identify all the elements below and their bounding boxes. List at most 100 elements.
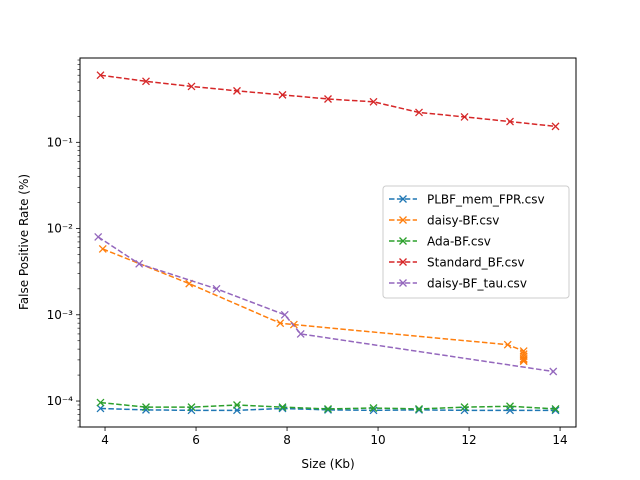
marker-stroke	[399, 279, 407, 287]
data-point	[503, 340, 512, 349]
marker-stroke	[187, 403, 196, 412]
marker-stroke	[233, 401, 241, 409]
marker-stroke	[187, 406, 196, 415]
marker-stroke	[506, 117, 514, 126]
y-tick-label: 10⁻³	[47, 308, 74, 322]
data-point	[551, 406, 560, 415]
legend-label: Ada-BF.csv	[427, 235, 491, 249]
marker-stroke	[549, 367, 558, 376]
data-point	[187, 82, 196, 91]
marker-stroke	[503, 340, 512, 349]
marker-stroke	[94, 232, 103, 241]
legend-marker	[399, 216, 407, 224]
marker-stroke	[324, 405, 332, 414]
series-line	[100, 74, 556, 128]
legend-label: daisy-BF_tau.csv	[427, 277, 527, 291]
data-point	[369, 97, 378, 106]
data-point	[460, 403, 469, 412]
data-point	[278, 90, 287, 99]
series-line	[100, 407, 556, 412]
marker-stroke	[135, 259, 144, 268]
legend-marker	[399, 279, 407, 287]
data-point	[96, 71, 105, 80]
data-point	[506, 402, 514, 411]
data-point	[98, 245, 107, 253]
marker-stroke	[460, 406, 469, 415]
marker-stroke	[399, 237, 407, 245]
data-point	[187, 406, 196, 415]
marker-stroke	[296, 329, 305, 338]
data-point	[187, 403, 196, 412]
marker-stroke	[551, 406, 560, 415]
data-point	[460, 406, 469, 415]
marker-stroke	[324, 95, 332, 103]
data-point	[233, 401, 241, 409]
y-tick-label: 10⁻⁴	[47, 394, 74, 408]
marker-stroke	[142, 77, 150, 86]
data-point	[142, 77, 150, 86]
marker-stroke	[399, 258, 407, 266]
series-ada-bf-csv	[96, 398, 560, 413]
marker-stroke	[98, 245, 107, 253]
x-tick-label: 4	[101, 433, 109, 447]
marker-stroke	[369, 404, 378, 412]
data-point	[519, 354, 528, 363]
legend-entry: Ada-BF.csv	[389, 235, 491, 249]
marker-stroke	[460, 112, 469, 121]
marker-stroke	[415, 405, 423, 414]
x-tick-label: 12	[461, 433, 476, 447]
legend-marker	[399, 237, 407, 245]
data-point	[551, 404, 560, 413]
legend-entry: PLBF_mem_FPR.csv	[389, 193, 545, 207]
data-point	[296, 329, 305, 338]
series-plbf-mem-fpr-csv	[96, 404, 560, 415]
marker-stroke	[551, 404, 560, 413]
marker-stroke	[519, 357, 528, 366]
data-point	[324, 404, 332, 413]
data-point	[278, 403, 287, 412]
y-axis-ticks: 10⁻⁴ 10⁻³ 10⁻² 10⁻¹	[47, 59, 80, 428]
marker-stroke	[280, 310, 289, 319]
axes	[79, 57, 577, 428]
data-point	[212, 284, 221, 293]
legend-entry: Standard_BF.csv	[389, 256, 525, 270]
legend-entry: daisy-BF_tau.csv	[389, 277, 527, 291]
legend-marker	[399, 195, 407, 203]
marker-stroke	[369, 97, 378, 106]
data-point	[519, 357, 528, 366]
x-tick-label: 10	[370, 433, 385, 447]
marker-stroke	[96, 398, 105, 407]
data-point	[369, 404, 378, 412]
data-point	[142, 403, 150, 412]
data-point	[96, 398, 105, 407]
x-axis-ticks: 4 6 8 10 12 14	[101, 427, 568, 447]
data-point	[324, 405, 332, 414]
marker-stroke	[519, 354, 528, 363]
x-tick-label: 8	[283, 433, 291, 447]
y-tick-label: 10⁻¹	[47, 135, 74, 149]
legend: PLBF_mem_FPR.csv daisy-BF.csv Ada-BF.csv St…	[382, 185, 570, 299]
marker-stroke	[460, 403, 469, 412]
marker-stroke	[399, 195, 407, 203]
marker-stroke	[324, 404, 332, 413]
marker-stroke	[233, 86, 241, 95]
marker-stroke	[142, 403, 150, 412]
y-axis-label: False Positive Rate (%)	[17, 174, 31, 310]
marker-stroke	[96, 404, 105, 413]
x-axis-label: Size (Kb)	[301, 457, 354, 471]
marker-stroke	[415, 404, 423, 413]
data-point	[278, 404, 287, 413]
marker-stroke	[369, 406, 378, 415]
data-point	[460, 112, 469, 121]
marker-stroke	[278, 90, 287, 99]
data-point	[135, 259, 144, 268]
marker-stroke	[187, 82, 196, 91]
legend-label: PLBF_mem_FPR.csv	[427, 193, 545, 207]
marker-stroke	[551, 122, 560, 131]
series-line	[97, 236, 554, 373]
marker-stroke	[278, 404, 287, 413]
marker-stroke	[519, 355, 528, 364]
data-point	[280, 310, 289, 319]
data-point	[233, 86, 241, 95]
